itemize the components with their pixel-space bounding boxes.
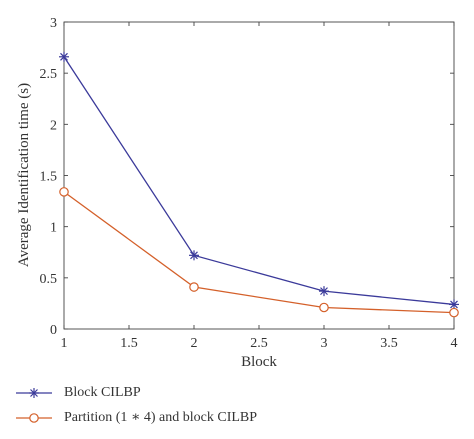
data-point-star [449,299,459,310]
data-point-star [59,51,69,62]
x-tick-label: 2.5 [250,336,268,351]
x-tick-label: 1.5 [120,336,138,351]
y-tick-label: 1 [50,221,57,236]
x-tick-label: 3.5 [380,336,398,351]
x-tick-label: 1 [61,336,68,351]
tick-labels: 1 1.5 2 2.5 3 3.5 4 0 0.5 1 1.5 2 2.5 3 [40,16,458,351]
data-point-circle [189,282,199,292]
y-tick-label: 2.5 [40,67,58,82]
legend-item-series-2: Partition (1 ∗ 4) and block CILBP [14,405,257,430]
data-point-star [319,286,329,297]
legend: Block CILBP Partition (1 ∗ 4) and block … [14,380,257,430]
y-tick-label: 0.5 [40,272,58,287]
y-tick-label: 3 [50,16,57,31]
y-axis-label: Average Identification time (s) [16,83,32,267]
data-point-star [189,250,199,261]
data-point-circle [319,302,329,313]
x-axis-label: Block [241,354,277,370]
y-tick-label: 1.5 [40,170,58,185]
legend-marker-circle-icon [16,412,52,423]
y-tick-label: 2 [50,118,57,133]
x-tick-label: 4 [451,336,458,351]
series-line-1 [63,56,455,306]
legend-label-series-2: Partition (1 ∗ 4) and block CILBP [64,410,258,425]
y-tick-label: 0 [50,323,57,338]
plot-frame [63,21,455,330]
legend-marker-star-icon [16,387,52,398]
data-point-circle [59,187,69,197]
axes [63,21,455,330]
legend-item-series-1: Block CILBP [14,380,257,405]
x-tick-label: 2 [191,336,198,351]
data-point-circle [449,307,459,318]
series [59,51,459,318]
line-chart: 1 1.5 2 2.5 3 3.5 4 0 0.5 1 1.5 2 2.5 3 Block Average… [16,16,459,370]
legend-label-series-1: Block CILBP [64,384,141,400]
series-line-2 [63,191,455,314]
x-tick-label: 3 [321,336,328,351]
